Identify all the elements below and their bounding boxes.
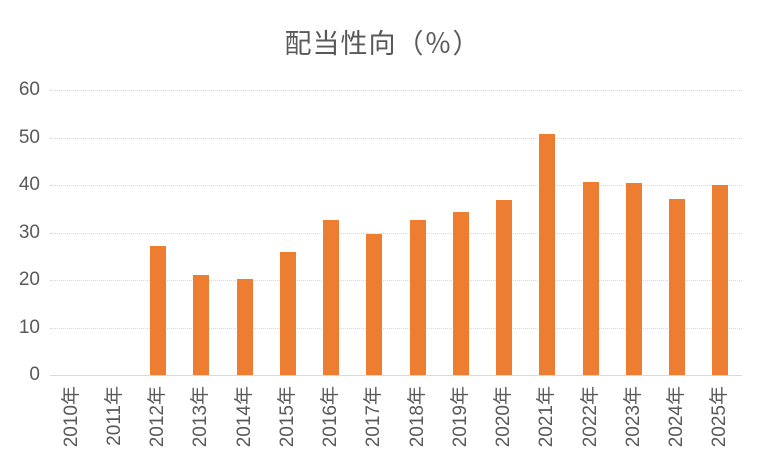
bar-2016年 [323,220,340,375]
x-axis-tick-label-2019年: 2019年 [449,386,471,448]
x-axis-tick-label-2016年: 2016年 [320,386,342,448]
x-axis-tick-label-2020年: 2020年 [493,386,515,448]
gridline-10 [50,327,742,329]
y-axis-tick-label-50: 50 [18,126,40,148]
y-axis-tick-label-60: 60 [18,79,40,100]
bar-2015年 [279,251,296,375]
gridline-0 [50,375,742,376]
x-axis-tick-label-2021年: 2021年 [536,386,558,448]
x-axis-tick-label-2010年: 2010年 [60,386,82,448]
y-axis-tick-label-20: 20 [18,269,40,290]
x-axis-tick-label-2012年: 2012年 [147,386,169,448]
bar-2024年 [669,198,686,375]
x-axis-tick-label-2013年: 2013年 [190,386,212,448]
plot-area [50,90,742,376]
x-axis-tick-label-2014年: 2014年 [233,386,255,448]
bar-2025年 [712,184,729,375]
bar-2019年 [452,211,469,375]
x-axis-tick-label-2011年: 2011年 [103,386,125,446]
chart-title: 配当性向（％） [284,29,481,59]
bar-2021年 [539,133,556,375]
bar-2022年 [582,182,599,375]
x-axis-tick-label-2015年: 2015年 [276,386,298,448]
bar-2012年 [150,245,167,375]
bar-2018年 [409,220,426,375]
bar-2014年 [236,278,253,375]
x-axis-tick-label-2023年: 2023年 [622,386,644,448]
y-axis-tick-label-30: 30 [18,221,40,243]
bar-2020年 [496,199,513,375]
bar-2013年 [193,274,210,375]
y-axis-tick-label-40: 40 [18,174,40,195]
x-axis-tick-label-2017年: 2017年 [363,386,385,448]
gridline-60 [50,90,742,91]
gridline-40 [50,185,742,186]
x-axis-tick-label-2018年: 2018年 [406,386,428,448]
bar-2023年 [625,183,642,375]
y-axis-tick-label-0: 0 [29,364,40,385]
x-axis-tick-label-2024年: 2024年 [666,386,688,448]
bar-2017年 [366,233,383,375]
gridline-30 [50,232,742,234]
gridline-50 [50,137,742,139]
x-axis-tick-label-2025年: 2025年 [709,386,731,448]
gridline-20 [50,280,742,281]
x-axis-tick-label-2022年: 2022年 [579,386,601,448]
y-axis-tick-label-10: 10 [18,316,40,338]
